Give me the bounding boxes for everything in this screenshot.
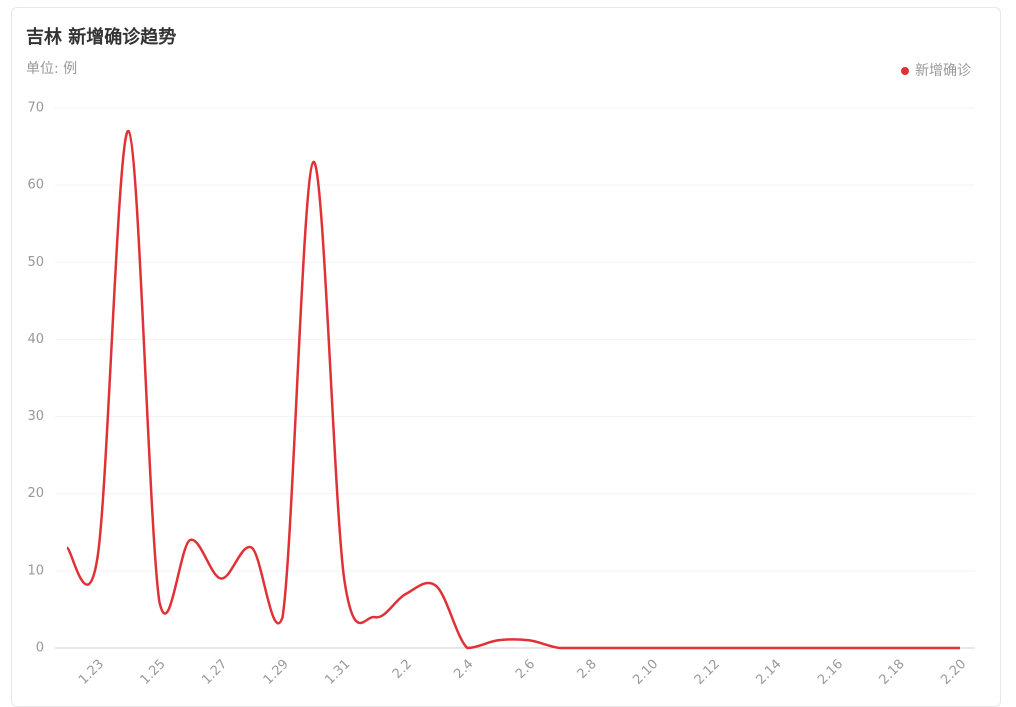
x-tick-label: 1.23 [76, 657, 107, 688]
x-tick-label: 2.6 [513, 657, 538, 682]
chart-title: 吉林 新增确诊趋势 [26, 26, 176, 48]
chart-subtitle: 单位: 例 [26, 61, 77, 77]
legend-marker [901, 67, 909, 75]
y-tick-label: 10 [27, 563, 44, 578]
y-tick-label: 0 [36, 641, 44, 656]
x-tick-label: 2.10 [630, 657, 661, 688]
x-tick-label: 2.20 [938, 657, 969, 688]
y-tick-label: 30 [27, 409, 44, 424]
y-tick-label: 40 [27, 332, 44, 347]
x-tick-label: 2.18 [877, 657, 908, 688]
x-tick-label: 2.16 [815, 657, 846, 688]
x-tick-label: 1.27 [199, 657, 230, 688]
x-tick-label: 1.29 [261, 657, 292, 688]
x-tick-label: 1.25 [138, 657, 169, 688]
x-tick-label: 2.8 [575, 657, 600, 682]
y-tick-label: 20 [27, 486, 44, 501]
x-tick-label: 2.4 [451, 657, 476, 682]
legend-label: 新增确诊 [915, 63, 971, 79]
x-tick-label: 2.12 [692, 657, 723, 688]
x-tick-label: 2.2 [390, 657, 415, 682]
y-tick-label: 60 [27, 178, 44, 193]
x-tick-label: 1.31 [322, 657, 353, 688]
y-tick-label: 50 [27, 255, 44, 270]
line-series [66, 129, 960, 650]
x-tick-label: 2.14 [753, 657, 784, 688]
y-tick-label: 70 [27, 101, 44, 116]
